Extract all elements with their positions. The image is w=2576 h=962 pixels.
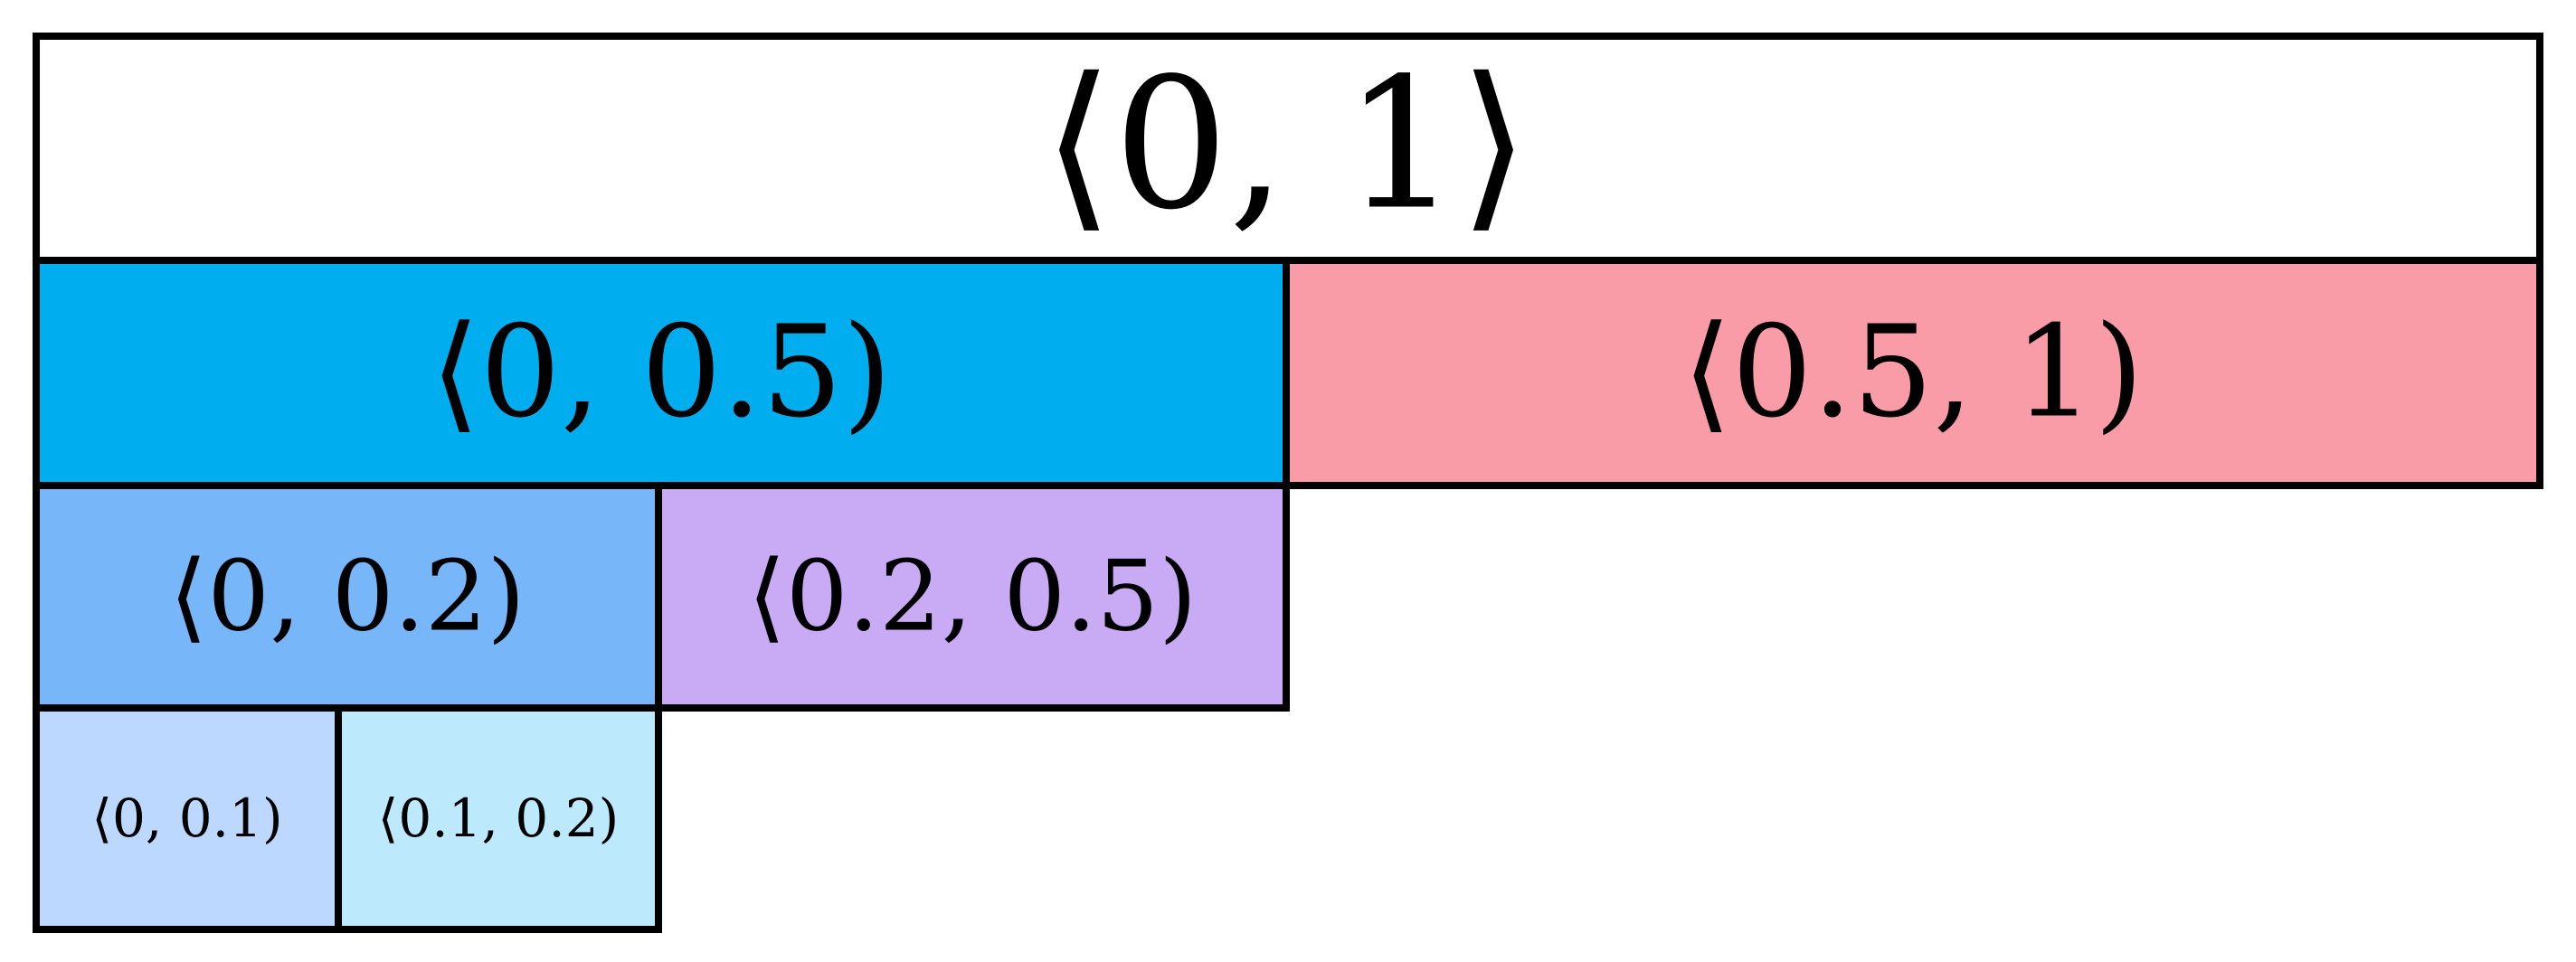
interval-label: ⟨0.2, 0.5) <box>748 541 1197 654</box>
interval-label: ⟨0, 1⟩ <box>1043 40 1530 250</box>
interval-label: ⟨0.1, 0.2) <box>378 788 620 849</box>
interval-label: ⟨0, 0.2) <box>169 541 525 654</box>
interval-label: ⟨0, 0.1) <box>91 788 282 849</box>
interval-box <box>33 257 1290 489</box>
interval-box <box>1283 257 2543 489</box>
interval-box <box>655 482 1290 712</box>
interval-label: ⟨0.5, 1) <box>1682 299 2144 447</box>
interval-box <box>33 33 2543 264</box>
interval-box <box>33 704 342 933</box>
interval-box <box>335 704 662 933</box>
interval-label: ⟨0, 0.5) <box>431 299 892 447</box>
